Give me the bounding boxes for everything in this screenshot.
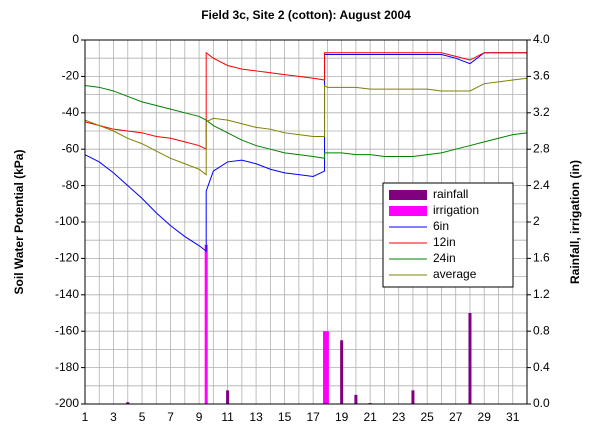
bar (325, 331, 329, 404)
y-tick-label: 0 (72, 32, 79, 46)
line (84, 85, 528, 159)
line (84, 52, 527, 253)
x-tick-label: 25 (421, 410, 435, 424)
y-tick-label: -80 (62, 178, 80, 192)
legend-label: irrigation (433, 203, 479, 217)
bar (468, 313, 472, 404)
legend-swatch (389, 190, 427, 200)
legend-label: 24in (433, 251, 456, 265)
y2-tick-label: 1.6 (533, 251, 550, 265)
y-tick-label: -20 (62, 69, 80, 83)
y2-tick-label: 3.2 (533, 105, 550, 119)
y2-tick-label: 0.4 (533, 360, 550, 374)
x-tick-label: 21 (363, 410, 377, 424)
x-tick-label: 3 (110, 410, 117, 424)
y-tick-label: -60 (62, 141, 80, 155)
bar (126, 402, 130, 404)
legend-swatch (389, 206, 427, 216)
x-tick-label: 1 (82, 410, 89, 424)
x-tick-label: 15 (278, 410, 292, 424)
x-tick-label: 27 (449, 410, 463, 424)
y2-tick-label: 4.0 (533, 32, 550, 46)
x-tick-label: 5 (139, 410, 146, 424)
y-tick-label: -200 (55, 396, 79, 410)
y2-tick-label: 2.4 (533, 178, 550, 192)
y2-axis-label: Rainfall, irrigation (in) (568, 160, 582, 284)
bar (354, 394, 358, 404)
x-tick-label: 11 (221, 410, 234, 424)
bar (411, 390, 415, 404)
x-tick-label: 13 (249, 410, 263, 424)
x-tick-label: 7 (167, 410, 174, 424)
x-tick-label: 17 (306, 410, 320, 424)
y2-tick-label: 1.2 (533, 287, 550, 301)
legend-label: rainfall (433, 187, 468, 201)
y-tick-label: -140 (55, 287, 79, 301)
legend-label: 6in (433, 219, 449, 233)
line (84, 51, 527, 151)
chart-title: Field 3c, Site 2 (cotton): August 2004 (201, 8, 411, 22)
y2-tick-label: 2.8 (533, 141, 550, 155)
y-tick-label: -40 (62, 105, 80, 119)
y-axis-label: Soil Water Potential (kPa) (12, 150, 26, 295)
y-tick-label: -160 (55, 323, 79, 337)
x-tick-label: 9 (196, 410, 203, 424)
x-tick-label: 19 (335, 410, 349, 424)
y-tick-label: -100 (55, 214, 79, 228)
bar (340, 340, 344, 404)
bar (204, 244, 208, 404)
line (84, 77, 528, 176)
bar (323, 331, 327, 404)
y2-tick-label: 2 (533, 214, 540, 228)
x-tick-label: 31 (506, 410, 520, 424)
legend-label: 12in (433, 235, 456, 249)
y-tick-label: -180 (55, 360, 79, 374)
legend-label: average (433, 267, 477, 281)
bar (226, 390, 230, 404)
y2-tick-label: 0.0 (533, 396, 550, 410)
x-tick-label: 29 (478, 410, 492, 424)
y2-tick-label: 3.6 (533, 69, 550, 83)
legend-box (382, 182, 514, 288)
plot-border (84, 39, 528, 405)
x-tick-label: 23 (392, 410, 406, 424)
y2-tick-label: 0.8 (533, 323, 550, 337)
y-tick-label: -120 (55, 251, 79, 265)
